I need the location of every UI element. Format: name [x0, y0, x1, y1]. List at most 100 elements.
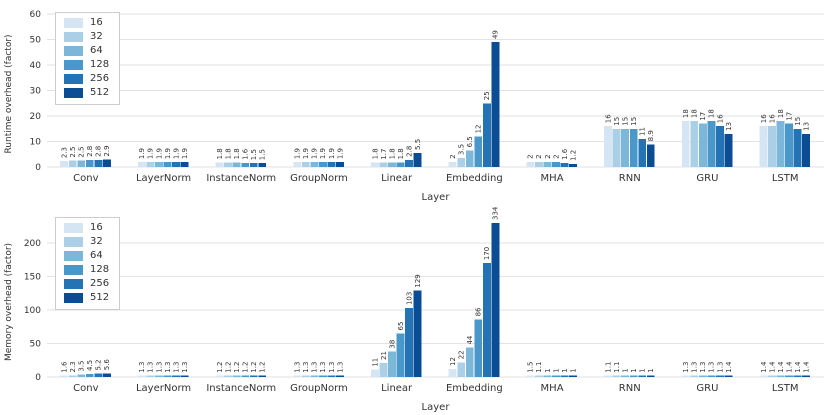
bar	[629, 375, 638, 377]
bar-value-label: 1.9	[328, 148, 336, 159]
bar-value-label: 6.5	[466, 136, 474, 147]
bar-value-label: 2	[544, 154, 552, 158]
bar	[146, 375, 155, 377]
bar	[491, 223, 500, 377]
bar	[396, 333, 405, 377]
bar-value-label: 1	[621, 368, 629, 372]
bar	[413, 152, 422, 167]
legend-label: 512	[90, 87, 110, 98]
bar-value-label: 17	[785, 112, 793, 121]
legend-label: 16	[90, 17, 103, 28]
bar-value-label: 1.9	[336, 148, 344, 159]
bar	[155, 375, 163, 377]
bar-value-label: 1.6	[242, 148, 250, 160]
bar	[768, 375, 776, 377]
bar	[77, 374, 86, 377]
bar-value-label: 1.4	[803, 361, 811, 373]
bar-value-label: 1.3	[328, 362, 336, 373]
bar	[604, 126, 612, 167]
bar-value-label: 1.2	[569, 150, 577, 161]
bar-value-label: 17	[699, 112, 707, 121]
bar-value-label: 12	[475, 124, 483, 133]
bar-value-label: 15	[613, 117, 621, 126]
runtime-y-axis-label: Runtime overhead (factor)	[4, 34, 14, 154]
bar	[569, 163, 577, 167]
bar	[638, 375, 647, 377]
legend-item: 512	[64, 88, 109, 98]
bar	[94, 373, 103, 377]
bar	[629, 128, 638, 167]
bar	[396, 162, 405, 167]
bar	[413, 290, 422, 377]
bar	[802, 375, 811, 377]
legend-label: 16	[90, 222, 103, 233]
bar-value-label: 1	[552, 368, 560, 372]
bar	[759, 375, 768, 377]
bar	[646, 144, 655, 168]
bar-value-label: 1.2	[216, 362, 224, 373]
bar-value-label: 1.8	[397, 148, 405, 159]
bar	[543, 161, 552, 167]
legend-item: 32	[64, 32, 109, 42]
bar-value-label: 18	[708, 109, 716, 118]
legend-swatch	[64, 88, 83, 98]
bar-value-label: 1.9	[147, 148, 155, 159]
bar-value-label: 1.4	[794, 361, 802, 373]
bar-value-label: 1.9	[294, 148, 302, 159]
bar	[690, 121, 699, 167]
legend-label: 32	[90, 31, 103, 42]
bar-value-label: 12	[449, 357, 457, 366]
bar-value-label: 3.5	[458, 144, 466, 155]
bar	[77, 160, 86, 168]
bar-value-label: 1.9	[164, 148, 172, 159]
bar	[560, 162, 569, 167]
bar-value-label: 1.3	[336, 362, 344, 373]
legend-item: 16	[64, 223, 109, 233]
bar	[85, 373, 94, 377]
bar	[327, 375, 336, 377]
x-tick-label: Embedding	[446, 173, 503, 184]
bar	[180, 375, 189, 377]
bar-value-label: 1.8	[224, 148, 232, 159]
legend-swatch	[64, 18, 83, 28]
x-tick-label: Linear	[381, 383, 413, 394]
bar-value-label: 1.1	[613, 362, 621, 373]
bar-value-label: 1.3	[172, 362, 180, 373]
runtime-plot-area: 0 10 20 30 40 50 60 2.3 2.5 2.5 2.8 2.8 2.9 Conv 1.9 1.…	[0, 0, 830, 205]
bar-value-label: 2.8	[86, 146, 94, 157]
bar-value-label: 2	[552, 154, 560, 158]
x-tick-label: MHA	[541, 173, 564, 184]
bar	[215, 375, 224, 377]
bar-value-label: 1.9	[311, 148, 319, 159]
x-tick-label: MHA	[541, 383, 564, 394]
bar-value-label: 1.4	[785, 361, 793, 373]
bar-value-label: 1.3	[294, 362, 302, 373]
bar-value-label: 44	[466, 335, 474, 344]
legend-item: 256	[64, 279, 109, 289]
legend-item: 512	[64, 293, 109, 303]
bar-value-label: 22	[458, 350, 466, 359]
legend-item: 64	[64, 251, 109, 261]
x-tick-label: InstanceNorm	[206, 173, 276, 184]
bar	[482, 263, 491, 377]
bar	[612, 128, 621, 167]
bar	[327, 162, 336, 167]
x-tick-label: InstanceNorm	[206, 383, 276, 394]
bar-value-label: 18	[682, 109, 690, 118]
bar	[180, 162, 189, 167]
bar-value-label: 15	[621, 117, 629, 126]
bar-value-label: 1.3	[302, 362, 310, 373]
bar-value-label: 2.5	[78, 146, 86, 157]
legend-label: 256	[90, 73, 110, 84]
bar-value-label: 1.3	[138, 362, 146, 373]
bar	[172, 375, 180, 377]
legend-swatch	[64, 279, 83, 289]
legend-item: 256	[64, 74, 109, 84]
bar-value-label: 1.3	[181, 362, 189, 373]
bar-value-label: 1.5	[527, 362, 535, 373]
x-tick-label: Conv	[73, 173, 98, 184]
bar	[293, 375, 302, 377]
bar-value-label: 1.4	[768, 361, 776, 373]
